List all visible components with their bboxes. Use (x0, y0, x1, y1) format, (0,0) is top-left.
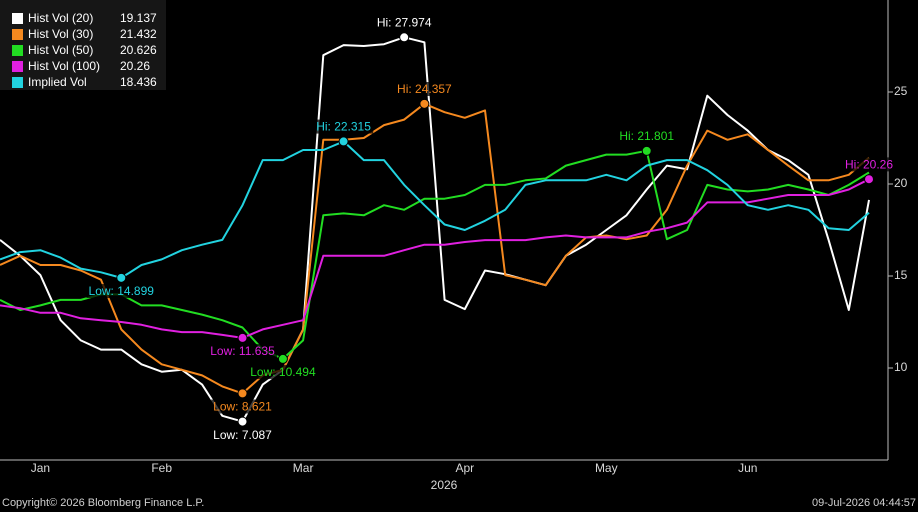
extreme-marker (237, 416, 248, 427)
extreme-label-bg (374, 15, 434, 30)
extreme-label: Hi: 22.315 (316, 120, 371, 134)
x-tick-label: May (595, 461, 618, 475)
extreme-label-bg (842, 157, 896, 172)
extreme-label-bg (208, 344, 278, 359)
legend-value: 21.432 (120, 27, 157, 41)
legend: Hist Vol (20) 19.137 Hist Vol (30) 21.432 Hi… (0, 0, 166, 90)
extreme-label: Low: 11.635 (210, 344, 275, 358)
legend-label: Hist Vol (100) (28, 59, 100, 73)
legend-value: 20.26 (120, 59, 150, 73)
legend-value: 19.137 (120, 11, 157, 25)
extreme-label-bg (211, 427, 275, 442)
extreme-label: Low: 10.494 (250, 365, 316, 379)
legend-swatch (12, 29, 23, 40)
extreme-label: Hi: 24.357 (397, 82, 452, 96)
legend-value: 20.626 (120, 43, 157, 57)
series-line (0, 102, 870, 395)
y-tick-label: 20 (894, 176, 908, 190)
footer-copyright: Copyright© 2026 Bloomberg Finance L.P. (2, 497, 204, 509)
x-tick-label: Jan (31, 461, 50, 475)
legend-label: Implied Vol (28, 75, 87, 89)
series-line (0, 149, 870, 360)
extreme-marker (116, 272, 127, 283)
extreme-label-bg (248, 365, 318, 380)
extreme-label: Low: 7.087 (213, 428, 272, 442)
extreme-label-bg (86, 284, 157, 299)
extreme-label-bg (314, 119, 374, 134)
legend-label: Hist Vol (20) (28, 11, 93, 25)
extreme-marker (338, 136, 349, 147)
extreme-label: Hi: 27.974 (377, 15, 432, 29)
legend-value: 18.436 (120, 75, 157, 89)
legend-label: Hist Vol (50) (28, 43, 93, 57)
series-line (0, 178, 870, 339)
extreme-label: Hi: 21.801 (619, 129, 674, 143)
x-tick-label: Mar (293, 461, 314, 475)
legend-swatch (12, 13, 23, 24)
extreme-marker (641, 145, 652, 156)
extreme-label: Low: 14.899 (89, 284, 155, 298)
series-line (0, 140, 870, 279)
extreme-marker (419, 98, 430, 109)
x-tick-label: Apr (455, 461, 474, 475)
extreme-label-bg (211, 399, 275, 414)
extreme-label: Low: 8.621 (213, 400, 272, 414)
legend-swatch (12, 45, 23, 56)
extreme-marker (399, 32, 410, 43)
legend-swatch (12, 77, 23, 88)
extreme-marker (277, 353, 288, 364)
extreme-marker (237, 332, 248, 343)
extreme-label-bg (617, 129, 677, 144)
legend-label: Hist Vol (30) (28, 27, 93, 41)
x-axis-label: 2026 (431, 478, 458, 492)
x-tick-label: Jun (738, 461, 757, 475)
series-line (0, 36, 870, 423)
extreme-label-bg (395, 82, 455, 97)
extreme-label: Hi: 20.26 (845, 157, 893, 171)
footer-timestamp: 09-Jul-2026 04:44:57 (812, 497, 916, 509)
x-tick-label: Feb (151, 461, 172, 475)
legend-swatch (12, 61, 23, 72)
legend-bg (0, 0, 166, 90)
y-tick-label: 15 (894, 268, 908, 282)
y-tick-label: 25 (894, 84, 908, 98)
extreme-marker (864, 174, 874, 185)
y-tick-label: 10 (894, 360, 908, 374)
extreme-marker (237, 388, 248, 399)
